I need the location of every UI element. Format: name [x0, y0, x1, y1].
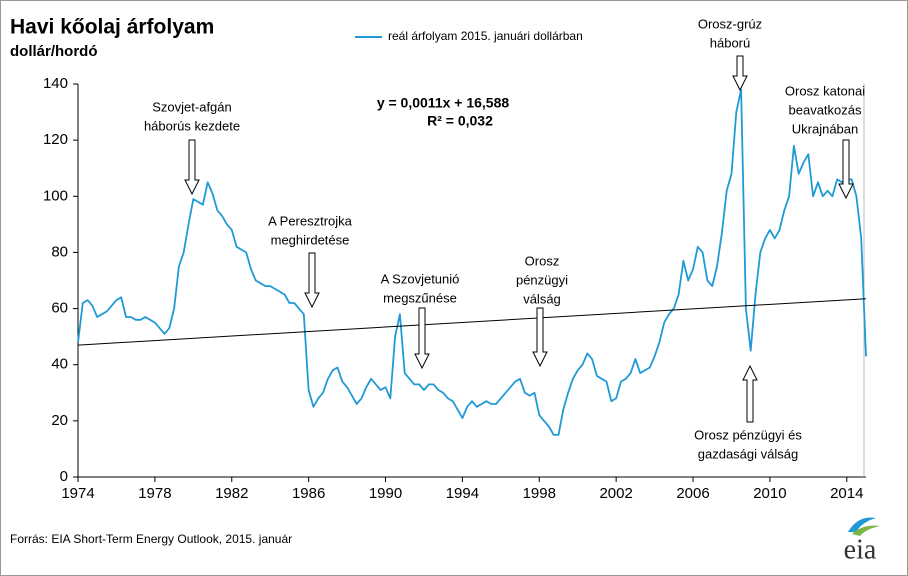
annotation: megszűnése [383, 290, 457, 305]
trend-line [77, 298, 867, 346]
y-tick-label: 0 [60, 468, 68, 485]
y-tick-label: 140 [43, 75, 68, 92]
x-tick-label: 1978 [138, 485, 171, 502]
annotation: Ukrajnában [792, 121, 859, 136]
chart-subtitle: dollár/hordó [10, 43, 98, 60]
annotation: Szovjet-afgán [152, 99, 232, 114]
y-tick-label: 120 [43, 131, 68, 148]
logo-text: eia [844, 534, 877, 565]
annotation: Orosz-grúz [698, 16, 762, 31]
annotation: pénzügyi [516, 272, 568, 287]
logo: eia [844, 517, 880, 565]
equation: y = 0,0011x + 16,588 [377, 95, 510, 111]
annotation-arrow [732, 55, 748, 92]
annotation: A Peresztrojka [268, 213, 353, 228]
legend-label: reál árfolyam 2015. januári dollárban [388, 29, 583, 43]
x-tick-label: 1986 [292, 485, 325, 502]
annotation: gazdasági válság [698, 446, 798, 461]
x-tick-label: 1994 [446, 485, 479, 502]
x-tick-label: 1998 [523, 485, 556, 502]
y-tick-label: 80 [51, 243, 68, 260]
x-tick-label: 2010 [753, 485, 786, 502]
annotation-arrow [304, 252, 320, 309]
x-tick-label: 1982 [215, 485, 248, 502]
y-tick-label: 40 [51, 356, 68, 373]
annotation-arrow [532, 307, 548, 368]
annotation: háborús kezdete [144, 118, 240, 133]
x-tick-label: 2014 [830, 485, 863, 502]
annotation: Orosz [525, 253, 560, 268]
source: Forrás: EIA Short-Term Energy Outlook, 2… [10, 532, 292, 546]
chart-title: Havi kőolaj árfolyam [10, 16, 214, 39]
annotation-arrow [184, 139, 200, 196]
annotation: Orosz katonai [785, 83, 865, 98]
annotation: Orosz pénzügyi és [694, 427, 802, 442]
annotation-arrow [414, 307, 430, 370]
data-line [77, 88, 867, 436]
annotation-arrow [742, 364, 758, 423]
x-tick-label: 1990 [369, 485, 402, 502]
logo-mark [848, 517, 876, 532]
annotation: válság [523, 291, 561, 306]
logo-mark [852, 525, 880, 536]
x-tick-label: 1974 [61, 485, 94, 502]
y-tick-label: 100 [43, 187, 68, 204]
annotation: meghirdetése [271, 232, 350, 247]
annotation-arrow [838, 139, 854, 200]
annotation: háború [710, 35, 750, 50]
annotation: A Szovjetunió [381, 271, 460, 286]
annotation: beavatkozás [789, 102, 862, 117]
y-tick-label: 20 [51, 412, 68, 429]
y-tick-label: 60 [51, 300, 68, 317]
x-tick-label: 2002 [599, 485, 632, 502]
x-tick-label: 2006 [676, 485, 709, 502]
r-squared: R² = 0,032 [427, 113, 493, 129]
